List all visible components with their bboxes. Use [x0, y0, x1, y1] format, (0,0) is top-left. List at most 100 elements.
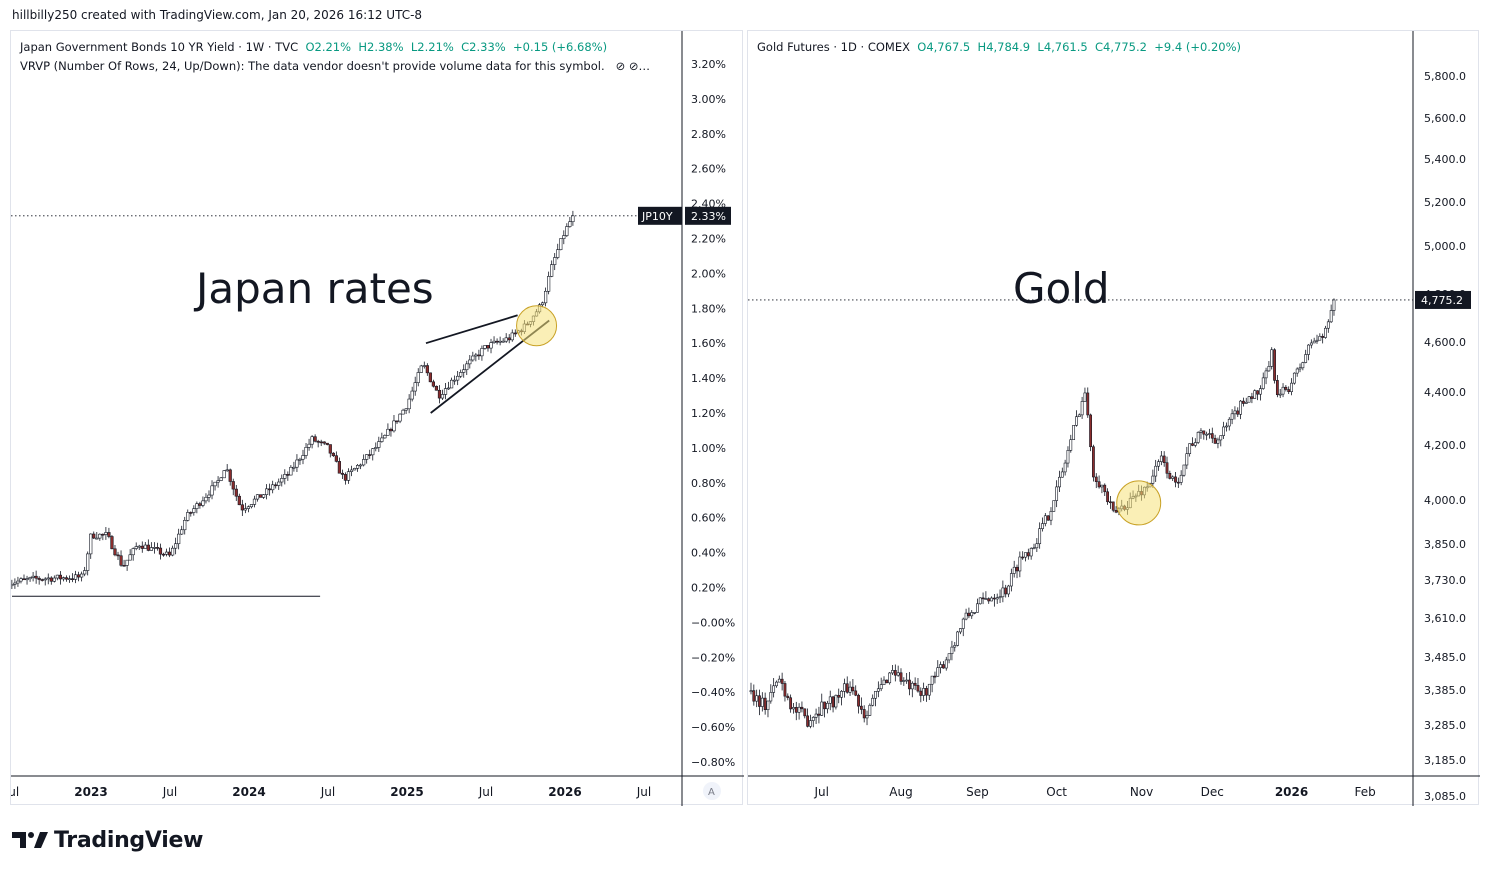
gold-candle-body — [1157, 461, 1160, 467]
gold-candle-body — [1273, 349, 1276, 381]
japan-candle-body — [289, 466, 293, 476]
japan-candle-body — [392, 420, 396, 432]
gold-candle-body — [834, 694, 838, 708]
gold-candle-body — [1321, 335, 1325, 338]
gold-candle-body — [857, 694, 860, 707]
japan-y-tick: 3.20% — [691, 58, 726, 71]
japan-candle-body — [440, 394, 445, 399]
japan-candle-body — [316, 440, 320, 443]
japan-candle-body — [483, 345, 487, 349]
gold-candle-body — [859, 705, 863, 710]
gold-candle-body — [1281, 386, 1285, 395]
gold-candle-body — [967, 612, 971, 617]
japan-candle-body — [510, 332, 514, 341]
japan-candle-body — [322, 441, 326, 444]
japan-candle-body — [143, 544, 147, 549]
gold-candle-body — [947, 653, 951, 661]
gold-candle-body — [828, 696, 832, 704]
gold-candle-body — [1261, 377, 1265, 389]
japan-candle-body — [550, 264, 554, 277]
japan-close: C2.33% — [461, 40, 506, 54]
japan-candle-body — [292, 466, 296, 469]
footer-branding[interactable]: TradingView — [12, 826, 203, 854]
gold-candle-body — [1188, 443, 1192, 454]
japan-candle-body — [180, 529, 184, 535]
gold-candle-body — [973, 612, 976, 614]
gold-candle-body — [1309, 342, 1313, 346]
japan-candle-body — [355, 465, 360, 469]
gold-candle-body — [792, 707, 795, 710]
gold-high: H4,784.9 — [977, 40, 1031, 54]
gold-x-tick: Aug — [889, 785, 912, 799]
japan-y-tick: −0.40% — [691, 686, 735, 699]
japan-candle-body — [73, 574, 78, 580]
gold-candle-body — [893, 670, 897, 676]
japan-candle-body — [307, 443, 311, 448]
gold-candle-body — [1227, 418, 1231, 427]
gold-candle-body — [959, 628, 962, 633]
gold-candle-body — [766, 700, 770, 710]
japan-low: L2.21% — [410, 40, 454, 54]
gold-candle-body — [1060, 471, 1064, 478]
japan-candle-body — [459, 372, 463, 377]
indicator-visibility-icon[interactable]: ⊘ ⊘… — [615, 59, 651, 73]
gold-candle-body — [1049, 511, 1053, 521]
japan-x-tick: Jul — [162, 785, 177, 799]
japan-yield-chart-panel[interactable]: Japan Government Bonds 10 YR Yield · 1W … — [10, 30, 744, 806]
gold-candle-body — [1043, 515, 1047, 524]
gold-candle-body — [933, 675, 937, 678]
gold-candle-body — [1312, 340, 1316, 344]
japan-y-tick: 3.00% — [691, 93, 726, 106]
vrvp-indicator-legend[interactable]: VRVP (Number Of Rows, 24, Up/Down): The … — [20, 59, 650, 73]
gold-candle-body — [1100, 484, 1104, 488]
japan-y-tick: 1.20% — [691, 407, 726, 420]
gold-chart-panel[interactable]: Gold Futures · 1D · COMEX O4,767.5 H4,78… — [747, 30, 1480, 806]
japan-last-value: 2.33% — [691, 210, 726, 223]
gold-candle-body — [1258, 388, 1262, 395]
japan-candle-body — [228, 469, 232, 482]
auto-scale-button[interactable] — [703, 782, 721, 800]
gold-candle-body — [1275, 380, 1279, 396]
japan-ticker-label: JP10Y — [641, 210, 673, 223]
japan-candle-body — [328, 444, 332, 454]
japan-candle-body — [92, 533, 96, 539]
japan-y-tick: 0.20% — [691, 582, 726, 595]
gold-x-tick: Dec — [1201, 785, 1224, 799]
gold-candle-body — [1304, 354, 1308, 363]
japan-chart-svg[interactable]: 3.20%3.00%2.80%2.60%2.40%2.20%2.00%1.80%… — [11, 31, 744, 806]
japan-candle-body — [501, 340, 505, 343]
gold-candle-body — [1089, 414, 1093, 448]
gold-candle-body — [1270, 349, 1274, 367]
japan-change: +0.15 (+6.68%) — [513, 40, 608, 54]
japan-candle-body — [201, 500, 205, 506]
japan-candle-body — [513, 332, 517, 335]
japan-candle-body — [98, 533, 102, 539]
gold-candle-body — [789, 697, 793, 710]
gold-candle-body — [956, 631, 959, 646]
japan-y-tick: 2.80% — [691, 128, 726, 141]
gold-candle-body — [769, 692, 773, 702]
japan-candle-body — [268, 488, 272, 491]
gold-candle-body — [970, 612, 974, 617]
gold-candle-body — [842, 683, 846, 692]
gold-candle-body — [1191, 443, 1194, 446]
gold-candle-body — [1208, 433, 1211, 435]
gold-candle-body — [990, 597, 993, 602]
japan-candle-body — [216, 480, 220, 483]
gold-chart-svg[interactable]: 5,800.05,600.05,400.05,200.05,000.04,800… — [748, 31, 1480, 806]
gold-candle-body — [780, 678, 784, 684]
japan-candle-body — [298, 458, 302, 461]
gold-candle-body — [1230, 413, 1234, 420]
gold-candle-body — [854, 690, 858, 696]
gold-y-tick: 3,285.0 — [1424, 719, 1466, 732]
japan-candle-body — [565, 226, 569, 236]
japan-candle-body — [134, 546, 138, 549]
gold-candle-body — [868, 704, 872, 716]
gold-candle-body — [1315, 339, 1319, 342]
japan-candle-body — [213, 481, 217, 487]
gold-x-tick: Nov — [1130, 785, 1153, 799]
japan-candle-body — [343, 474, 348, 481]
gold-candle-body — [851, 686, 855, 692]
japan-candle-body — [186, 512, 190, 521]
japan-candle-body — [116, 554, 120, 557]
